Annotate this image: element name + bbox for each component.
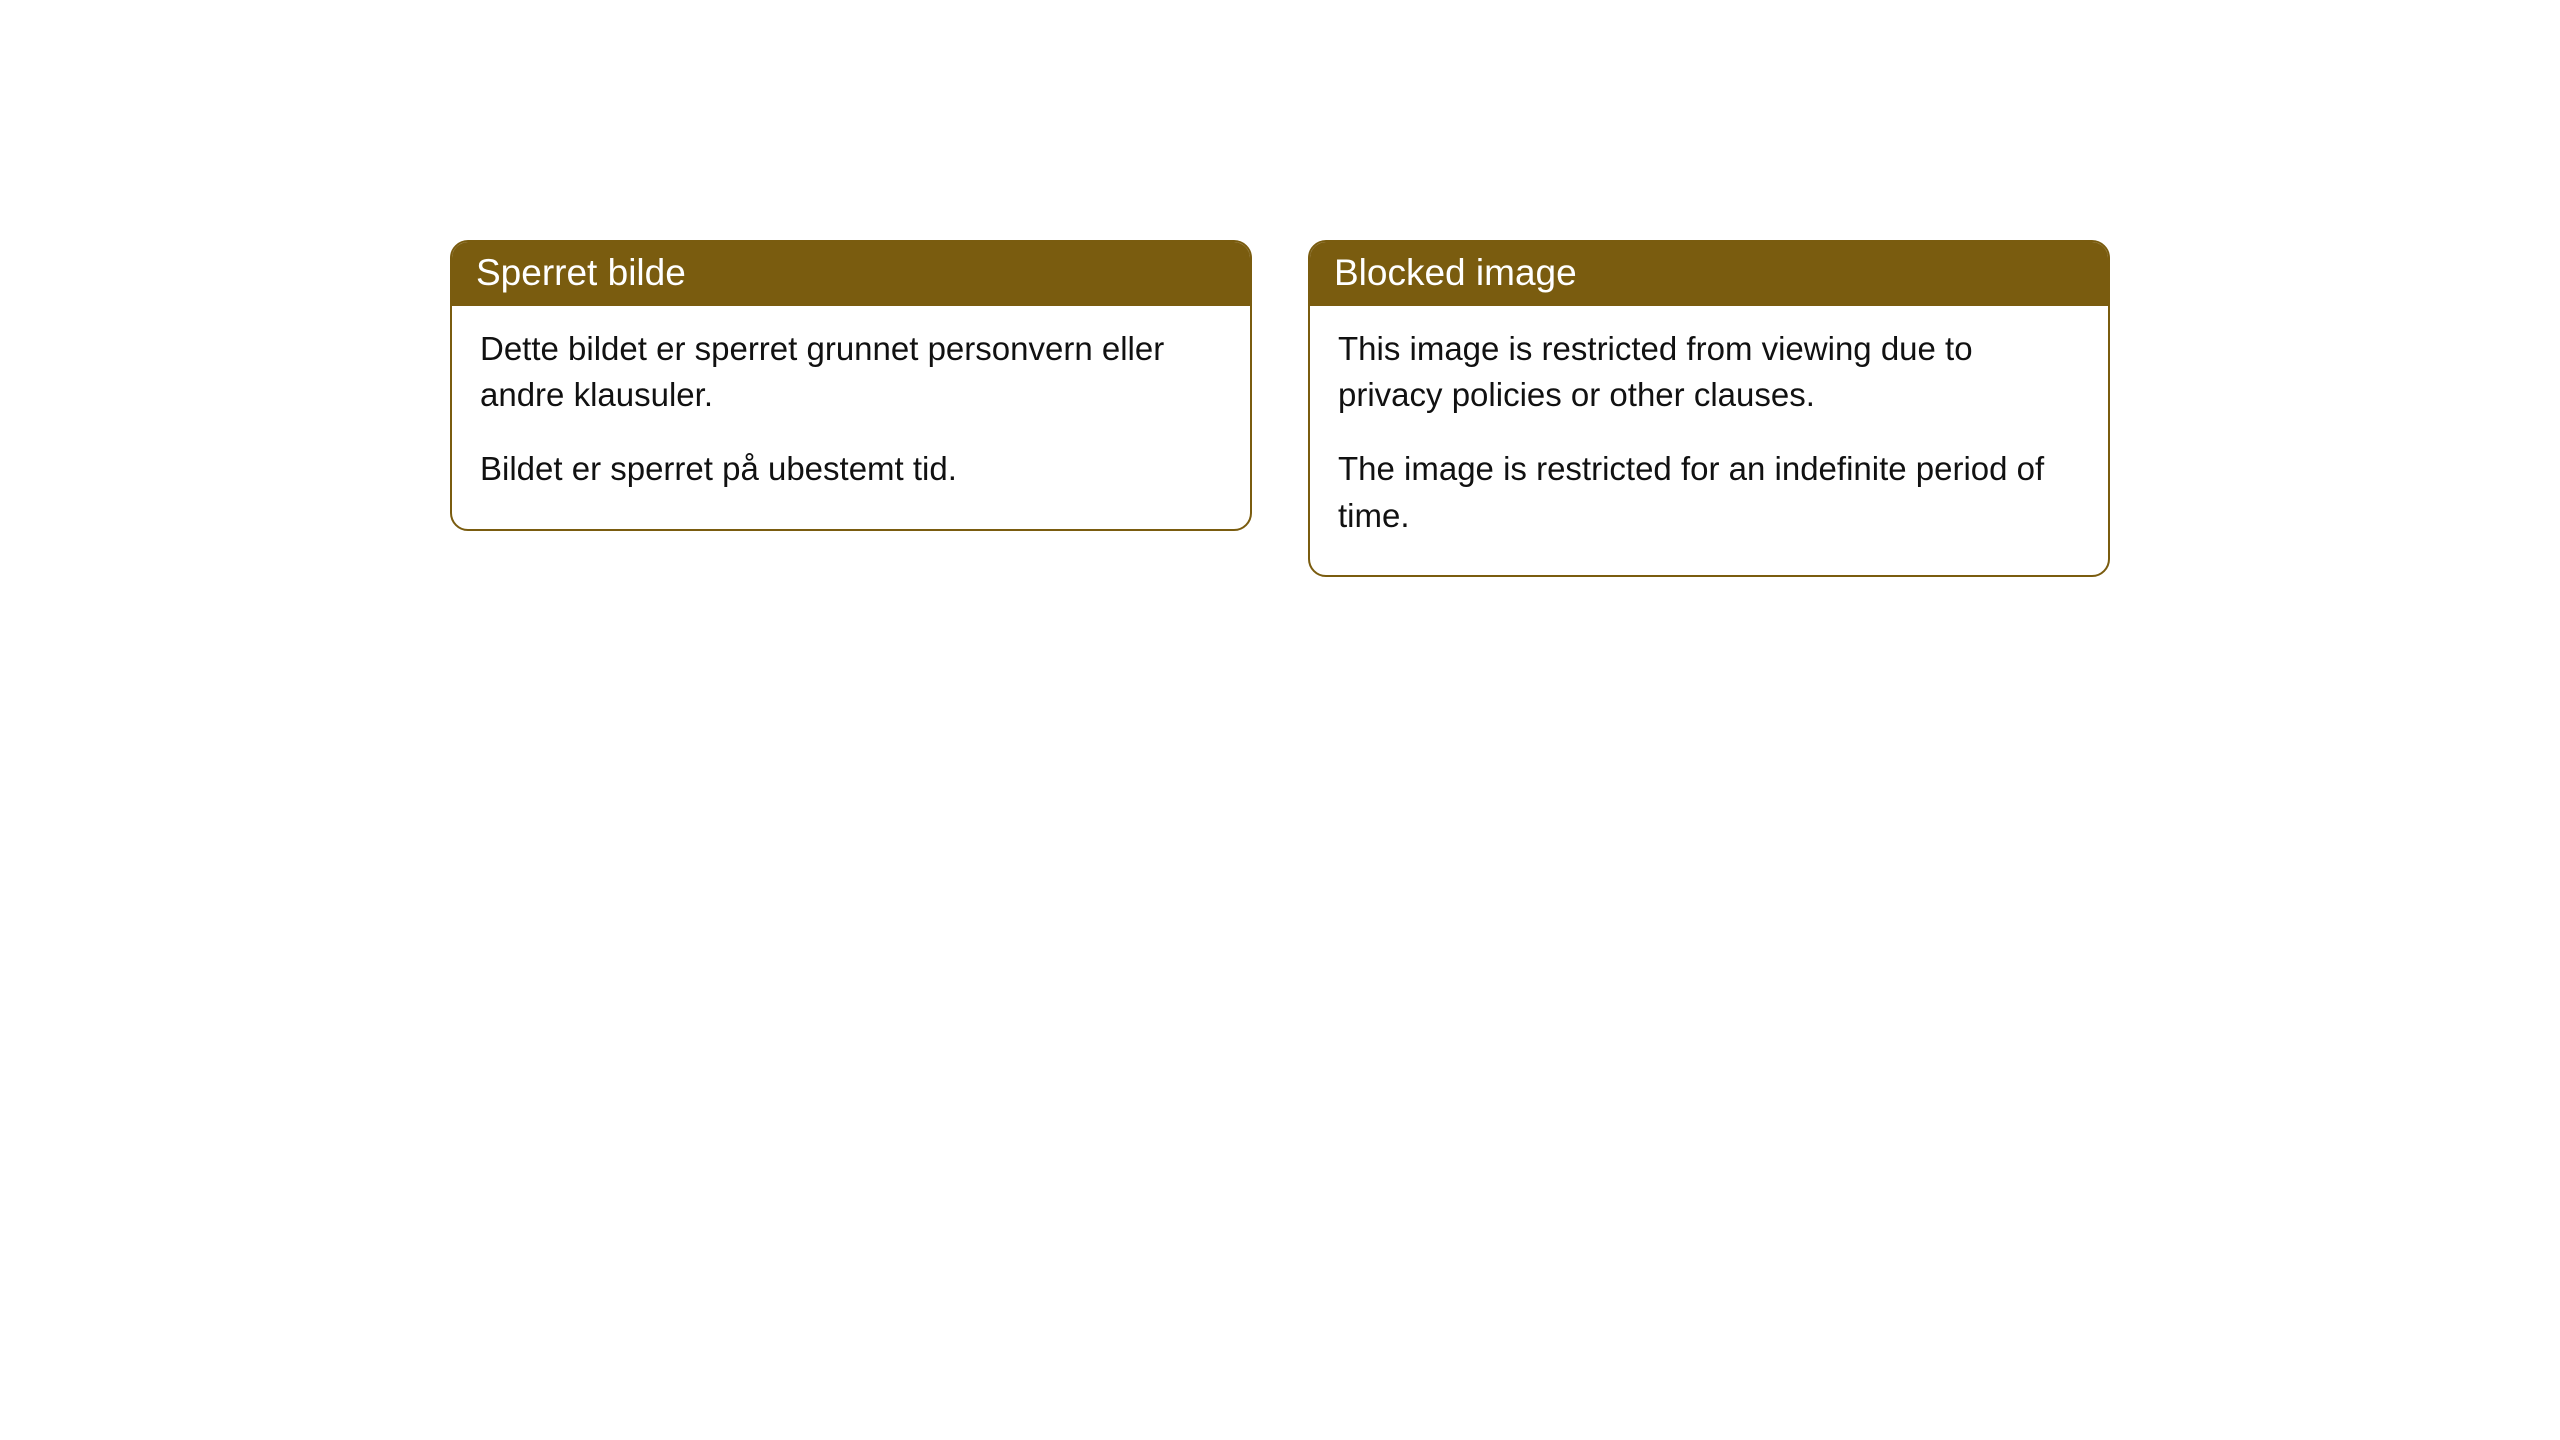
card-header: Blocked image [1310,242,2108,306]
card-body: Dette bildet er sperret grunnet personve… [452,306,1250,529]
blocked-image-card-english: Blocked image This image is restricted f… [1308,240,2110,577]
card-title: Sperret bilde [476,252,686,293]
card-body: This image is restricted from viewing du… [1310,306,2108,575]
card-header: Sperret bilde [452,242,1250,306]
card-paragraph: The image is restricted for an indefinit… [1338,446,2080,538]
card-paragraph: Bildet er sperret på ubestemt tid. [480,446,1222,492]
card-paragraph: Dette bildet er sperret grunnet personve… [480,326,1222,418]
card-title: Blocked image [1334,252,1577,293]
card-paragraph: This image is restricted from viewing du… [1338,326,2080,418]
blocked-image-card-norwegian: Sperret bilde Dette bildet er sperret gr… [450,240,1252,531]
